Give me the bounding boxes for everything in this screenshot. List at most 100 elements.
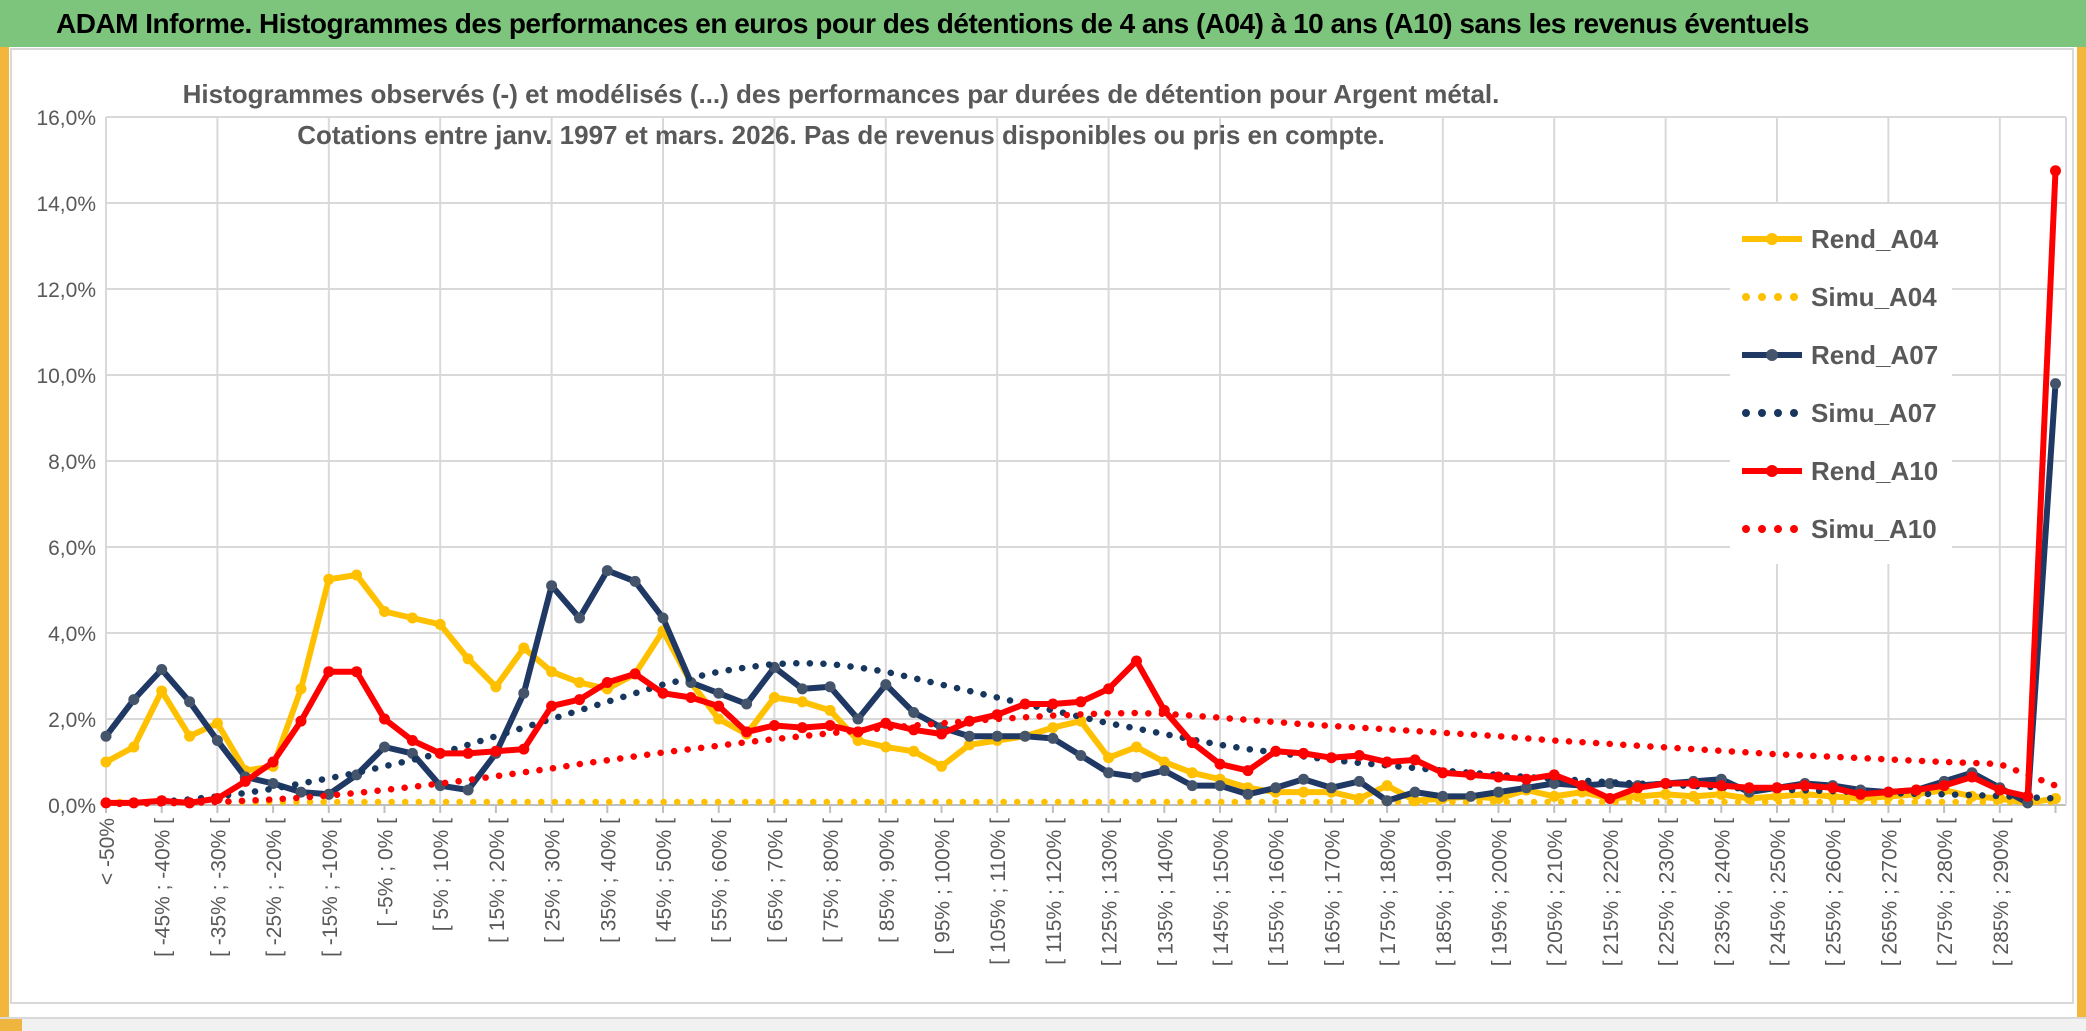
legend-item-Rend_A04[interactable]: Rend_A04: [1740, 210, 1938, 268]
marker-Rend_A07: [1493, 786, 1504, 798]
sheet-left-yellow-strip: [0, 47, 9, 1018]
legend-label: Simu_A07: [1811, 397, 1937, 428]
marker-Rend_A10: [1047, 698, 1059, 710]
marker-Rend_A07: [741, 698, 753, 710]
legend-sample-dotted-icon: [1742, 525, 1798, 533]
marker-Rend_A07: [379, 741, 390, 753]
marker-Rend_A04: [1548, 790, 1560, 802]
legend-item-Simu_A10[interactable]: Simu_A10: [1740, 500, 1938, 558]
marker-Rend_A10: [936, 728, 947, 740]
marker-Rend_A07: [1242, 788, 1254, 800]
legend-item-Rend_A10[interactable]: Rend_A10: [1740, 442, 1938, 500]
legend-label: Simu_A10: [1811, 513, 1937, 544]
marker-Rend_A07: [1103, 767, 1115, 779]
marker-Rend_A10: [1381, 756, 1393, 768]
marker-Rend_A10: [1242, 765, 1254, 777]
marker-Rend_A10: [1827, 782, 1839, 794]
marker-Rend_A10: [1743, 782, 1755, 794]
legend-item-Rend_A07[interactable]: Rend_A07: [1740, 326, 1938, 384]
marker-Rend_A04: [1827, 790, 1839, 802]
marker-Rend_A07: [546, 580, 558, 592]
marker-Rend_A10: [1855, 788, 1867, 800]
marker-Rend_A07: [713, 687, 725, 699]
marker-Rend_A10: [1103, 683, 1115, 695]
marker-Rend_A10: [351, 666, 363, 678]
x-axis-label: [ 165% ; 170% [: [1321, 818, 1344, 966]
marker-Rend_A10: [1353, 750, 1365, 761]
marker-Rend_A10: [1465, 769, 1477, 781]
x-axis-label: < -50%: [96, 818, 119, 885]
marker-Rend_A10: [1715, 780, 1727, 792]
marker-Rend_A04: [1103, 752, 1115, 764]
marker-Rend_A10: [546, 700, 558, 712]
x-axis-label: [ 75% ; 80% [: [820, 818, 843, 943]
legend-sample-dotted-icon: [1742, 409, 1798, 417]
legend-item-Simu_A04[interactable]: Simu_A04: [1740, 268, 1938, 326]
marker-Rend_A10: [1548, 769, 1560, 781]
marker-Rend_A10: [323, 666, 335, 678]
x-axis-label: [ 255% ; 260% [: [1823, 818, 1846, 966]
marker-Rend_A10: [434, 747, 446, 759]
x-axis-label: [ 85% ; 90% [: [876, 818, 899, 943]
marker-Rend_A07: [2050, 378, 2061, 390]
marker-Rend_A07: [156, 664, 168, 675]
marker-Rend_A07: [1465, 790, 1477, 802]
marker-Rend_A07: [184, 696, 196, 708]
y-axis-label: 2,0%: [48, 709, 96, 732]
marker-Rend_A04: [1715, 788, 1727, 800]
x-axis-label: [ 55% ; 60% [: [709, 818, 732, 943]
marker-Rend_A07: [1409, 786, 1421, 798]
marker-Rend_A07: [295, 786, 307, 798]
marker-Rend_A04: [211, 717, 223, 729]
marker-Rend_A10: [1131, 655, 1142, 667]
legend-item-Simu_A07[interactable]: Simu_A07: [1740, 384, 1938, 442]
marker-Rend_A10: [1186, 737, 1198, 749]
marker-Rend_A10: [713, 700, 725, 712]
marker-Rend_A04: [1298, 786, 1309, 798]
x-axis-label: [ 185% ; 190% [: [1433, 818, 1456, 966]
marker-Rend_A07: [908, 707, 920, 718]
marker-Rend_A07: [518, 687, 530, 699]
y-axis-label: 6,0%: [48, 537, 96, 560]
x-axis-label: [ -25% ; -20% [: [263, 818, 286, 957]
x-axis-label: [ 25% ; 30% [: [542, 818, 565, 943]
marker-Rend_A10: [824, 720, 836, 731]
x-axis-label: [ 65% ; 70% [: [764, 818, 787, 943]
marker-Rend_A07: [128, 694, 140, 706]
marker-Rend_A10: [1019, 698, 1031, 710]
marker-Rend_A07: [1214, 780, 1226, 792]
marker-Rend_A04: [323, 573, 335, 585]
marker-Rend_A10: [1298, 747, 1309, 759]
series-Simu_A07: [102, 659, 2059, 808]
x-axis-label: [ 35% ; 40% [: [597, 818, 620, 943]
marker-Rend_A04: [295, 683, 307, 695]
x-axis-label: [ 115% ; 120% [: [1043, 818, 1066, 965]
series-Simu_A10: [102, 709, 2059, 808]
marker-Rend_A04: [546, 666, 558, 678]
marker-Rend_A07: [1298, 773, 1309, 785]
marker-Rend_A07: [574, 612, 585, 624]
marker-Rend_A07: [1075, 750, 1087, 761]
y-axis-label: 12,0%: [36, 279, 96, 302]
marker-Rend_A07: [629, 575, 641, 587]
marker-Rend_A10: [1270, 745, 1282, 757]
legend: Rend_A04 Simu_A04 Rend_A07 Simu_A07 Rend_A10…: [1730, 204, 1953, 564]
marker-Rend_A07: [1019, 730, 1031, 742]
marker-Rend_A10: [1910, 784, 1922, 796]
x-axis-label: [ -45% ; -40% [: [152, 818, 175, 957]
x-axis-label: [ -35% ; -30% [: [207, 818, 230, 957]
marker-Rend_A07: [1186, 780, 1198, 792]
marker-Rend_A07: [267, 778, 279, 789]
marker-Rend_A07: [657, 612, 669, 624]
x-axis-label: [ 155% ; 160% [: [1266, 818, 1289, 966]
bottom-band: [0, 1019, 2086, 1031]
marker-Rend_A07: [1158, 765, 1170, 777]
marker-Rend_A10: [601, 677, 613, 688]
marker-Rend_A04: [1632, 790, 1644, 802]
marker-Rend_A07: [1353, 775, 1365, 787]
x-axis-label: [ 215% ; 220% [: [1600, 818, 1623, 966]
marker-Rend_A10: [462, 747, 474, 759]
marker-Rend_A10: [1966, 771, 1978, 783]
bottom-left-yellow-accent: [0, 1019, 22, 1031]
marker-Rend_A10: [1214, 758, 1226, 770]
